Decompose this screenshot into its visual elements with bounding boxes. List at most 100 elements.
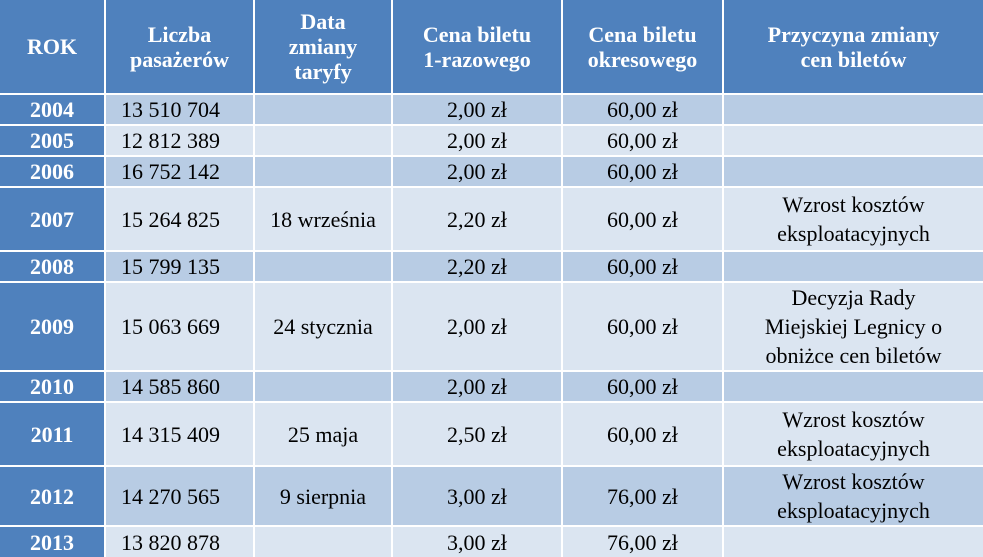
data-cell xyxy=(724,252,983,281)
header-text: okresowego xyxy=(587,46,698,72)
data-cell: 2,00 zł xyxy=(393,126,561,155)
data-cell: 9 sierpnia xyxy=(255,467,391,525)
cell-text: 9 sierpnia xyxy=(279,483,367,509)
data-cell: 60,00 zł xyxy=(563,126,722,155)
data-cell: 2,20 zł xyxy=(393,252,561,281)
year-cell: 2013 xyxy=(0,527,104,557)
year-cell: 2005 xyxy=(0,126,104,155)
cell-text: 14 585 860 xyxy=(121,374,220,399)
data-cell xyxy=(255,126,391,155)
cell-text: 2012 xyxy=(30,483,74,509)
cell-text: 2,00 zł xyxy=(447,159,507,184)
cell-text: 2006 xyxy=(30,159,74,184)
cell-text: 12 812 389 xyxy=(121,128,220,153)
cell-text: Wzrost kosztów xyxy=(782,469,925,494)
data-cell: 24 stycznia xyxy=(255,283,391,370)
data-cell xyxy=(255,252,391,281)
cell-text: 2009 xyxy=(30,314,74,339)
cell-text: 2005 xyxy=(30,128,74,153)
year-cell: 2012 xyxy=(0,467,104,525)
data-cell: 15 063 669 xyxy=(106,283,253,370)
year-cell: 2008 xyxy=(0,252,104,281)
cell-text: 76,00 zł xyxy=(607,529,678,555)
data-cell: 13 510 704 xyxy=(106,95,253,124)
year-cell: 2011 xyxy=(0,403,104,465)
header-text: Liczba xyxy=(147,21,212,47)
data-cell: 76,00 zł xyxy=(563,527,722,557)
cell-text: 2,00 zł xyxy=(447,97,507,122)
data-cell: 16 752 142 xyxy=(106,157,253,186)
data-cell: Decyzja Rady Miejskiej Legnicy o obniżce c… xyxy=(724,283,983,370)
data-cell xyxy=(255,95,391,124)
cell-text: 14 270 565 xyxy=(121,483,220,509)
cell-text: 3,00 zł xyxy=(447,483,507,509)
data-cell: 14 315 409 xyxy=(106,403,253,465)
data-cell xyxy=(724,95,983,124)
cell-text: 2008 xyxy=(30,254,74,279)
cell-text: 18 września xyxy=(270,206,376,232)
data-cell xyxy=(724,126,983,155)
cell-text: Wzrost kosztów xyxy=(782,192,925,217)
header-text: taryfy xyxy=(294,59,352,84)
data-cell xyxy=(255,527,391,557)
data-cell: 2,00 zł xyxy=(393,157,561,186)
cell-text: 25 maja xyxy=(287,421,359,447)
cell-text: 15 799 135 xyxy=(121,254,220,279)
data-cell: 2,50 zł xyxy=(393,403,561,465)
year-cell: 2010 xyxy=(0,372,104,401)
cell-text: 76,00 zł xyxy=(607,483,678,509)
header-cell: Cena biletu okresowego xyxy=(563,0,722,93)
cell-text: 2013 xyxy=(30,529,74,555)
data-cell: Wzrost kosztów eksploatacyjnych xyxy=(724,188,983,250)
data-cell: 2,20 zł xyxy=(393,188,561,250)
cell-text: 3,00 zł xyxy=(447,529,507,555)
cell-text: 15 063 669 xyxy=(121,314,220,339)
cell-text: 24 stycznia xyxy=(273,314,373,339)
data-cell: 2,00 zł xyxy=(393,283,561,370)
cell-text: 60,00 zł xyxy=(607,206,678,232)
header-text: Cena biletu xyxy=(422,21,532,47)
header-cell: Cena biletu 1-razowego xyxy=(393,0,561,93)
data-cell: 60,00 zł xyxy=(563,95,722,124)
data-cell: 12 812 389 xyxy=(106,126,253,155)
cell-text: 13 510 704 xyxy=(121,97,220,122)
year-cell: 2004 xyxy=(0,95,104,124)
data-cell: 25 maja xyxy=(255,403,391,465)
cell-text: 2007 xyxy=(30,206,74,232)
data-cell: 14 270 565 xyxy=(106,467,253,525)
header-text: pasażerów xyxy=(130,46,229,72)
header-text: cen biletów xyxy=(800,46,907,72)
cell-text: 15 264 825 xyxy=(121,206,220,232)
data-cell: 15 264 825 xyxy=(106,188,253,250)
header-cell: Data zmiany taryfy xyxy=(255,0,391,93)
cell-text: 2010 xyxy=(30,374,74,399)
header-cell: Przyczyna zmiany cen biletów xyxy=(724,0,983,93)
header-cell: ROK xyxy=(0,0,104,93)
cell-text: eksploatacyjnych xyxy=(777,436,930,461)
data-cell: 14 585 860 xyxy=(106,372,253,401)
cell-text: 14 315 409 xyxy=(121,421,220,447)
year-cell: 2006 xyxy=(0,157,104,186)
cell-text: 60,00 zł xyxy=(607,421,678,447)
header-text: Przyczyna zmiany xyxy=(767,21,940,47)
data-cell: 60,00 zł xyxy=(563,252,722,281)
data-cell: 60,00 zł xyxy=(563,157,722,186)
data-cell xyxy=(724,157,983,186)
cell-text: 2,00 zł xyxy=(447,374,507,399)
cell-text: 2011 xyxy=(30,421,74,447)
cell-text: 16 752 142 xyxy=(121,159,220,184)
cell-text: 2,00 zł xyxy=(447,128,507,153)
header-text: Cena biletu xyxy=(588,21,697,47)
data-cell xyxy=(724,527,983,557)
cell-text: 2,20 zł xyxy=(447,206,507,232)
data-cell: 13 820 878 xyxy=(106,527,253,557)
header-text: 1-razowego xyxy=(423,46,531,72)
header-text: zmiany xyxy=(288,34,358,59)
data-cell: 3,00 zł xyxy=(393,467,561,525)
cell-text: 2,50 zł xyxy=(447,421,507,447)
data-cell xyxy=(724,372,983,401)
year-cell: 2007 xyxy=(0,188,104,250)
data-cell: 60,00 zł xyxy=(563,403,722,465)
cell-text: Wzrost kosztów xyxy=(782,407,925,432)
cell-text: 60,00 zł xyxy=(607,314,678,339)
